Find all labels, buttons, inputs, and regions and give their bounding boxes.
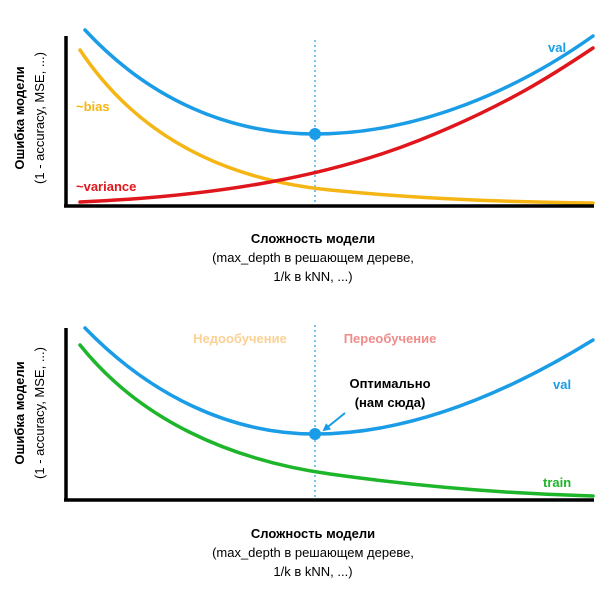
bottom-x-axis-subtitle-line1: (max_depth в решающем дереве, <box>212 545 414 560</box>
bottom-y-axis-title: Ошибка модели <box>12 361 27 464</box>
top-x-axis-title: Сложность модели <box>251 231 375 246</box>
top-panel: Ошибка модели (1 - accuracy, MSE, ...) v… <box>12 28 595 284</box>
top-val-label: val <box>548 40 566 55</box>
bottom-optimum-point <box>309 428 321 440</box>
train-label: train <box>543 475 571 490</box>
bias-curve <box>78 48 595 205</box>
optimum-arrow <box>322 412 346 432</box>
top-optimum-point <box>309 128 321 140</box>
overfit-label: Переобучение <box>344 331 437 346</box>
bottom-val-label: val <box>553 377 571 392</box>
top-x-axis-subtitle-line2: 1/k в kNN, ...) <box>273 269 352 284</box>
top-y-axis-title: Ошибка модели <box>12 66 27 169</box>
bottom-panel: Ошибка модели (1 - accuracy, MSE, ...) Н… <box>12 325 595 579</box>
top-x-axis-subtitle-line1: (max_depth в решающем дереве, <box>212 250 414 265</box>
bias-label: ~bias <box>76 99 110 114</box>
bottom-y-axis-subtitle: (1 - accuracy, MSE, ...) <box>32 347 47 479</box>
optimum-label-line1: Оптимально <box>349 376 430 391</box>
underfit-label: Недообучение <box>193 331 287 346</box>
variance-label: ~variance <box>76 179 136 194</box>
train-curve <box>78 343 595 498</box>
variance-curve <box>78 46 595 204</box>
top-y-axis-subtitle: (1 - accuracy, MSE, ...) <box>32 52 47 184</box>
top-val-curve <box>83 28 595 136</box>
optimum-label-line2: (нам сюда) <box>355 395 426 410</box>
bottom-x-axis-subtitle-line2: 1/k в kNN, ...) <box>273 564 352 579</box>
bottom-x-axis-title: Сложность модели <box>251 526 375 541</box>
